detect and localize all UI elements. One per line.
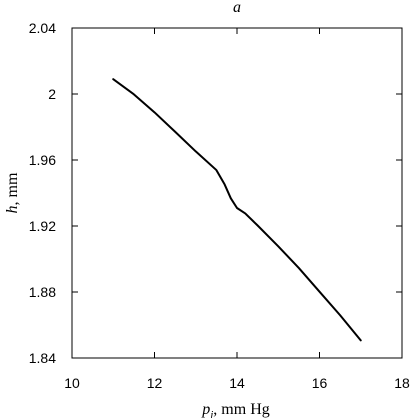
x-axis-unit: , mm Hg bbox=[213, 401, 269, 418]
x-tick-label: 18 bbox=[394, 375, 410, 391]
y-axis-unit: , mm bbox=[4, 172, 21, 205]
x-tick-label: 16 bbox=[312, 375, 328, 391]
y-tick-label: 1.84 bbox=[29, 350, 56, 366]
plot-frame bbox=[71, 27, 403, 359]
x-axis-subscript: j bbox=[208, 409, 213, 418]
y-axis-symbol: h bbox=[4, 205, 21, 213]
x-axis-ticks: 10 12 14 16 18 bbox=[64, 28, 410, 391]
y-tick-label: 1.88 bbox=[29, 284, 56, 300]
series-line bbox=[112, 78, 362, 342]
x-axis-symbol: p bbox=[201, 401, 210, 418]
chart-title: a bbox=[233, 0, 241, 16]
y-tick-label: 2.04 bbox=[29, 20, 56, 36]
y-axis-ticks: 1.84 1.88 1.92 1.96 2 2.04 bbox=[29, 20, 402, 366]
y-tick-label: 2 bbox=[48, 86, 56, 102]
series-layer bbox=[112, 78, 362, 342]
x-axis-label: pj, mm Hg bbox=[201, 401, 270, 418]
y-tick-label: 1.92 bbox=[29, 218, 56, 234]
x-tick-label: 14 bbox=[229, 375, 245, 391]
x-tick-label: 10 bbox=[64, 375, 80, 391]
x-tick-label: 12 bbox=[147, 375, 163, 391]
y-tick-label: 1.96 bbox=[29, 152, 56, 168]
y-axis-label: h, mm bbox=[4, 172, 21, 213]
